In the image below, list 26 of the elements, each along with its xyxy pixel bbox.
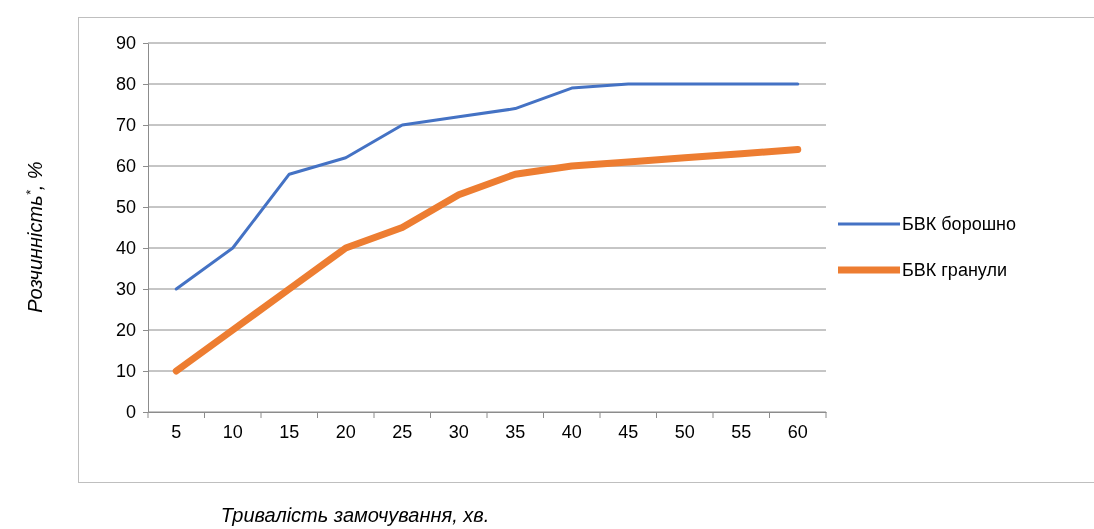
x-tick-label: 5 [171, 422, 182, 443]
x-tick-label: 40 [561, 422, 582, 443]
x-tick-label: 10 [222, 422, 243, 443]
y-tick-label: 40 [115, 238, 136, 259]
y-tick-label: 30 [115, 279, 136, 300]
x-tick-label: 50 [674, 422, 695, 443]
x-axis-title: Тривалість замочування, хв. [220, 504, 490, 526]
x-tick-label: 60 [787, 422, 808, 443]
y-tick-label: 0 [125, 402, 136, 423]
x-tick-label: 15 [279, 422, 300, 443]
x-tick-label: 25 [392, 422, 413, 443]
y-tick-label: 70 [115, 115, 136, 136]
x-tick-label: 20 [335, 422, 356, 443]
y-tick-label: 60 [115, 156, 136, 177]
x-tick-label: 30 [448, 422, 469, 443]
legend-label: БВК борошно [902, 214, 1017, 234]
x-tick-label: 55 [731, 422, 752, 443]
x-tick-label: 45 [618, 422, 639, 443]
y-tick-label: 90 [115, 33, 136, 54]
x-tick-label: 35 [505, 422, 526, 443]
y-tick-label: 10 [115, 361, 136, 382]
y-tick-label: 50 [115, 197, 136, 218]
y-tick-label: 20 [115, 320, 136, 341]
line-series [174, 82, 800, 291]
y-tick-label: 80 [115, 74, 136, 95]
legend-label: БВК гранули [902, 260, 1007, 280]
